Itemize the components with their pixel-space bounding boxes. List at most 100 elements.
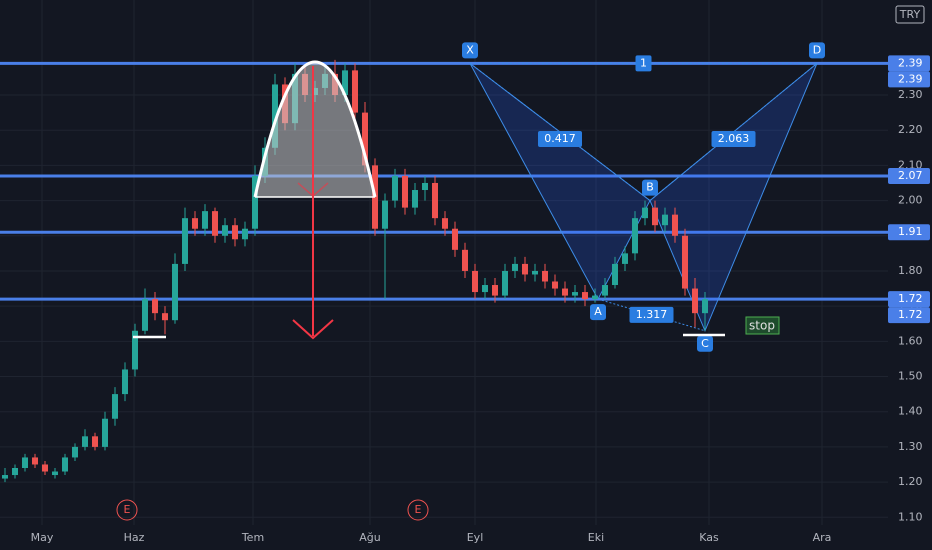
candle-body [182,218,188,264]
candle-body [212,211,218,236]
candle-body [192,218,198,229]
candle-body [82,436,88,447]
point-box [809,42,825,59]
ratio-label: 1.317 [636,308,668,321]
candle-body [602,285,608,296]
y-tick-label: 1.60 [898,334,923,347]
pattern: 0.417 2.063 1.317 1 X A B C D [462,42,825,352]
y-tick-label: 2.00 [898,194,923,207]
x-tick-label: Ağu [359,531,380,544]
ratio-label: 1 [640,56,647,69]
candle-body [562,288,568,296]
candle-body [522,263,528,275]
candle-body [202,211,208,229]
level-label: 2.39 [898,56,923,69]
price-badge [888,307,930,324]
candle-body [382,200,388,229]
candle-body [662,214,668,226]
candle-body [92,436,98,447]
candle-body [352,70,358,113]
candle-body [172,263,178,321]
price-badge-label: 1.72 [898,308,923,321]
candle-body [362,112,368,166]
candle-body [552,281,558,289]
currency: TRY [899,8,921,21]
candles [2,59,708,483]
level-badge [888,224,930,241]
cup-outline [253,60,377,198]
earnings-marker [407,499,429,521]
candle-body [142,299,148,331]
point-box [642,179,658,196]
level-label: 1.91 [898,225,923,238]
note-box [745,316,780,335]
grid [0,0,888,525]
price-axis-bg [888,0,932,550]
candle-body [652,207,658,226]
y-tick-label: 1.10 [898,510,923,523]
candle-body [342,70,348,96]
candle-body [392,175,398,201]
decorations [133,60,725,340]
point-box [697,335,713,352]
candle-body [702,299,708,314]
x-tick-label: Tem [241,531,264,544]
pattern-ratio-line [597,298,706,332]
y-tick-label: 1.40 [898,405,923,418]
candle-body [232,225,238,240]
x-tick-label: Kas [699,531,719,544]
level-badge [888,291,930,308]
price-badge [888,71,930,88]
candle-body [682,235,688,289]
y-tick-label: 1.50 [898,370,923,383]
candle-body [52,471,58,476]
candle-body [502,270,508,296]
x-tick-label: Haz [124,531,145,544]
candle-body [612,263,618,286]
y-tick-label: 1.80 [898,264,923,277]
x-tick-label: May [31,531,54,544]
point-label: C [701,337,709,350]
candle-body [222,225,228,236]
ratio-box [711,130,756,147]
ratio-box [635,55,652,72]
candle-body [242,228,248,240]
candle-body [542,270,548,282]
candle-body [412,190,418,208]
y-tick-label: 2.30 [898,88,923,101]
x-tick-label: Eki [588,531,604,544]
point-box [462,42,478,59]
candle-body [452,228,458,250]
candle-body [432,182,438,219]
candle-body [402,175,408,208]
candle-body [152,299,158,314]
candle-body [442,218,448,229]
level-badge [888,55,930,72]
x-tick-label: Ara [813,531,832,544]
candle-body [32,457,38,465]
candle-body [632,218,638,254]
candle-body [272,84,278,148]
candle-body [12,467,18,476]
candle-body [162,313,168,321]
ratio-box [538,130,582,147]
candle-body [592,295,598,300]
candle-body [672,214,678,236]
price-axis: 1.101.201.301.401.501.601.701.801.902.00… [888,0,932,550]
level-label: 2.07 [898,169,923,182]
y-tick-label: 1.30 [898,440,923,453]
candle-body [112,394,118,419]
candle-body [132,330,138,370]
x-tick-label: Eyl [467,531,484,544]
candle-body [72,446,78,458]
candle-body [532,270,538,275]
ratio-label: 2.063 [718,132,750,145]
point-label: D [813,43,821,56]
candle-body [482,285,488,293]
target-arrow-head [292,319,334,340]
point-label: X [466,43,474,56]
point-label: B [646,181,654,194]
candle-body [252,175,258,229]
ratio-label: 0.417 [544,132,576,145]
